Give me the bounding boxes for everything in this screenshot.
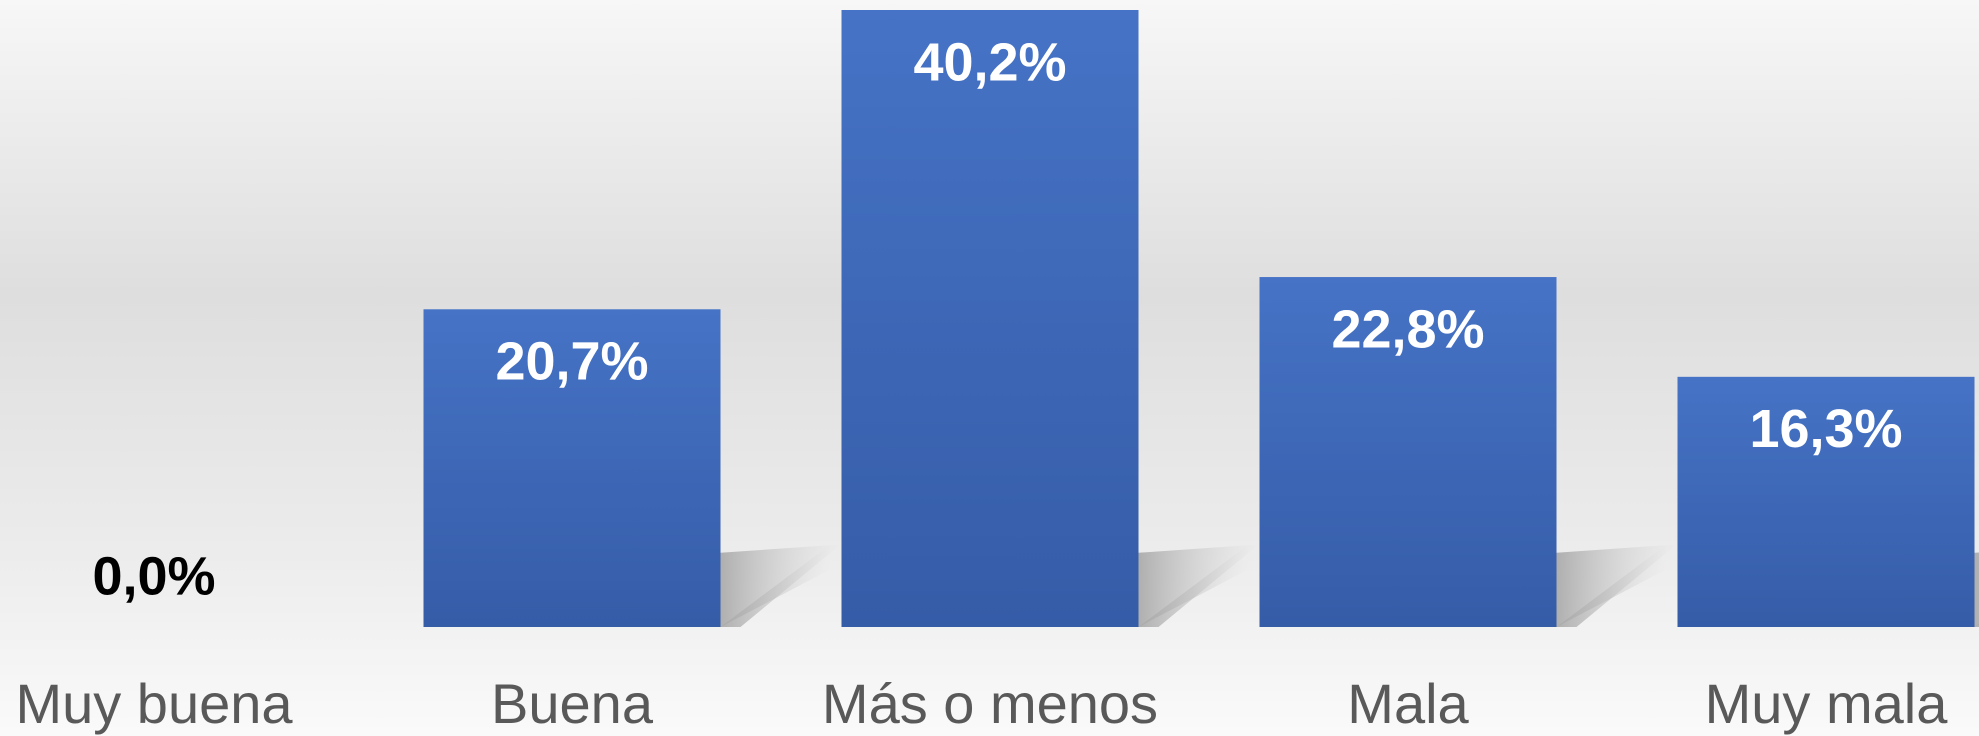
bar-shadow <box>720 544 841 627</box>
bar-shadow <box>1974 552 1979 627</box>
value-label: 40,2% <box>913 32 1066 92</box>
x-tick-label: Muy buena <box>15 672 293 735</box>
x-tick-label: Buena <box>491 672 654 735</box>
value-label: 16,3% <box>1749 399 1902 459</box>
x-tick-label: Más o menos <box>822 672 1158 735</box>
bar <box>1677 376 1975 627</box>
bar <box>1259 277 1557 627</box>
bar <box>841 10 1139 627</box>
x-tick-label: Muy mala <box>1705 672 1949 735</box>
value-label: 22,8% <box>1331 299 1484 359</box>
x-tick-label: Mala <box>1347 672 1469 735</box>
value-label: 20,7% <box>495 332 648 392</box>
value-label: 0,0% <box>92 546 215 606</box>
bar-shadow <box>1138 544 1259 627</box>
bar-shadow <box>1556 544 1677 627</box>
bar <box>423 309 721 627</box>
